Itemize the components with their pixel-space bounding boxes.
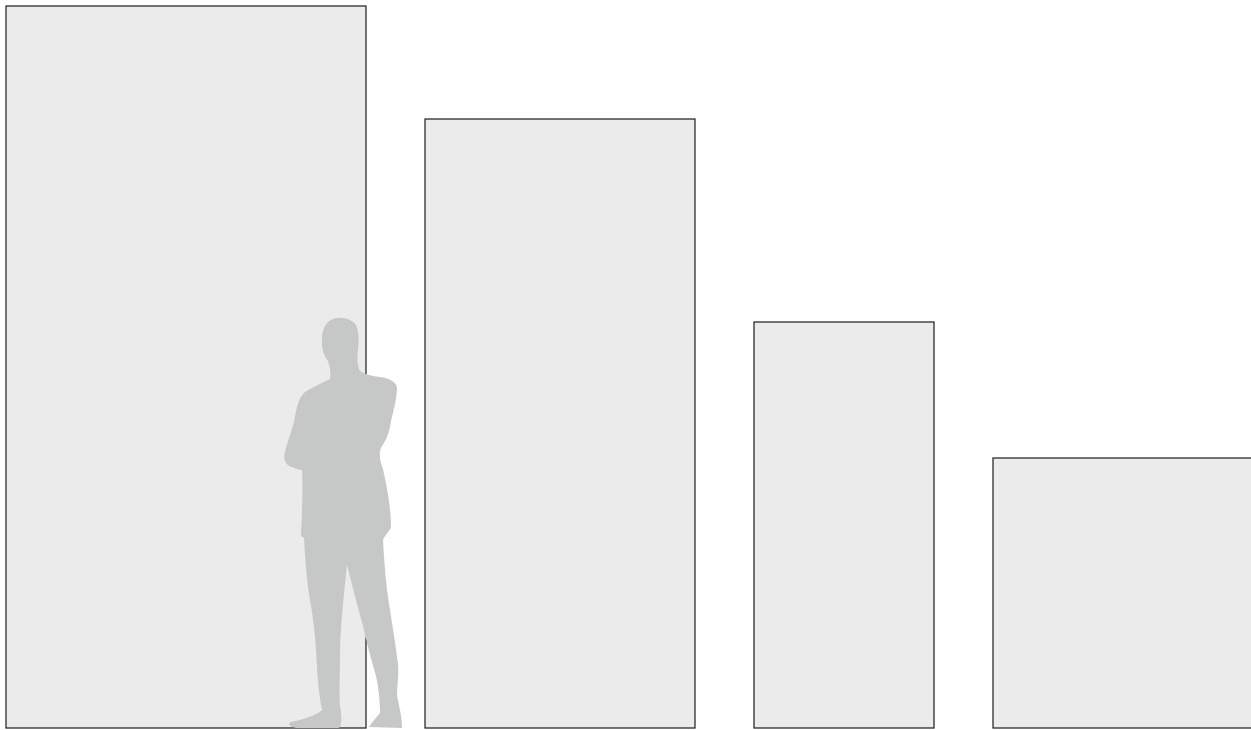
panel-largest	[5, 5, 367, 729]
panel-small	[992, 457, 1251, 729]
human-silhouette-icon	[284, 317, 402, 728]
panel-large	[424, 118, 696, 729]
human-silhouette-body	[284, 317, 402, 728]
panel-medium	[753, 321, 935, 729]
